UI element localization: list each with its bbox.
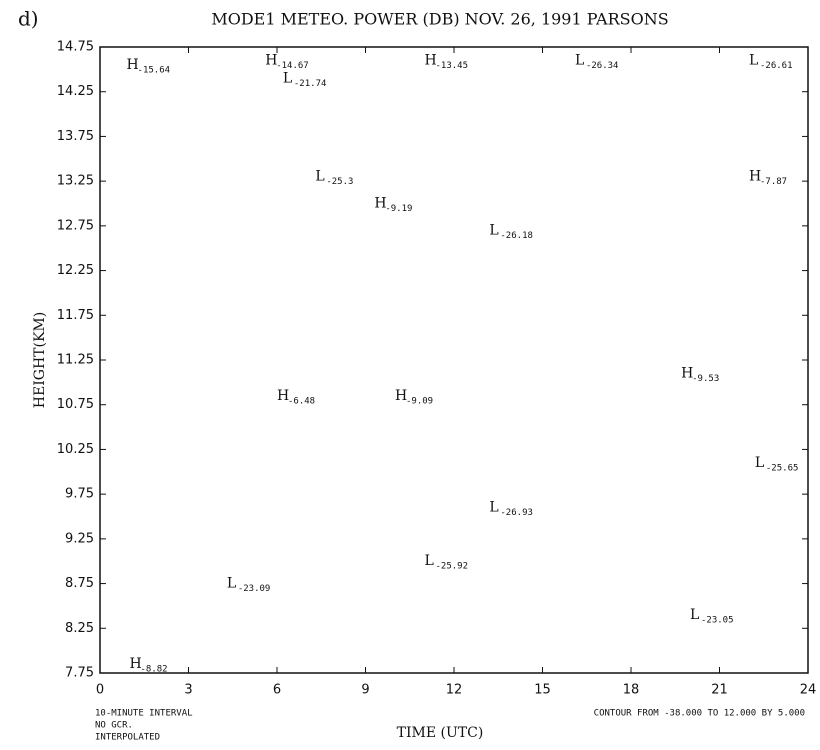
x-tick-label: 21 <box>711 683 728 698</box>
extremum-letter: L <box>749 52 758 68</box>
extremum-letter: L <box>489 222 498 238</box>
y-tick-label: 14.25 <box>57 84 94 99</box>
extremum-value: -26.34 <box>586 61 619 71</box>
extremum-letter: H <box>395 388 407 404</box>
note: 10-MINUTE INTERVAL <box>95 709 193 719</box>
extremum-value: -21.74 <box>294 79 327 89</box>
y-axis-label: HEIGHT(KM) <box>32 312 48 408</box>
extremum-letter: L <box>755 455 764 471</box>
extremum-value: -26.18 <box>500 231 533 241</box>
extremum-value: -25.65 <box>766 463 799 473</box>
contour-note: CONTOUR FROM -38.000 TO 12.000 BY 5.000 <box>594 709 805 719</box>
extremum-letter: L <box>227 576 236 592</box>
extremum-value: -15.64 <box>138 65 171 75</box>
extremum-letter: L <box>315 169 324 185</box>
extremum-value: -23.05 <box>701 615 734 625</box>
extremum-value: -25.92 <box>436 562 469 572</box>
extremum-value: -13.45 <box>436 61 469 71</box>
y-tick-label: 10.25 <box>57 442 94 457</box>
extremum-letter: H <box>277 388 289 404</box>
x-tick-label: 3 <box>184 683 192 698</box>
extremum-letter: L <box>690 607 699 623</box>
extremum-letter: L <box>283 70 292 86</box>
note: NO GCR. <box>95 721 133 731</box>
extremum-letter: H <box>681 365 693 381</box>
y-tick-label: 9.25 <box>65 531 94 546</box>
y-tick-label: 13.25 <box>57 174 94 189</box>
y-tick-label: 8.25 <box>65 621 94 636</box>
extremum-letter: H <box>749 169 761 185</box>
extremum-value: -7.87 <box>760 177 787 187</box>
note: INTERPOLATED <box>95 733 160 743</box>
extremum-letter: L <box>575 52 584 68</box>
y-tick-label: 8.75 <box>65 576 94 591</box>
y-tick-label: 10.75 <box>57 397 94 412</box>
extremum-value: -26.61 <box>760 61 793 71</box>
y-tick-label: 12.75 <box>57 218 94 233</box>
x-tick-label: 18 <box>623 683 640 698</box>
extremum-letter: H <box>374 196 386 212</box>
panel-label: d) <box>18 7 39 31</box>
extremum-letter: H <box>130 656 142 672</box>
plot-frame <box>99 46 809 674</box>
x-tick-label: 15 <box>534 683 551 698</box>
y-tick-label: 11.75 <box>57 308 94 323</box>
extremum-value: -26.93 <box>500 508 533 518</box>
extremum-letter: H <box>425 52 437 68</box>
y-tick-label: 7.75 <box>65 666 94 681</box>
extremum-letter: H <box>127 57 139 73</box>
extremum-value: -9.09 <box>406 396 433 406</box>
x-tick-label: 6 <box>273 683 281 698</box>
extremum-letter: L <box>425 553 434 569</box>
extremum-value: -25.3 <box>326 177 353 187</box>
extremum-value: -8.82 <box>141 665 168 675</box>
extremum-value: -9.19 <box>385 204 412 214</box>
extremum-value: -14.67 <box>276 61 309 71</box>
extremum-value: -23.09 <box>238 584 271 594</box>
x-tick-label: 12 <box>446 683 463 698</box>
chart-title: MODE1 METEO. POWER (DB) NOV. 26, 1991 PA… <box>211 10 668 29</box>
y-tick-label: 12.25 <box>57 263 94 278</box>
extremum-value: -6.48 <box>288 396 315 406</box>
y-tick-label: 11.25 <box>57 353 94 368</box>
extremum-letter: H <box>265 52 277 68</box>
y-tick-label: 9.75 <box>65 487 94 502</box>
y-tick-label: 14.75 <box>57 40 94 55</box>
x-tick-label: 9 <box>361 683 369 698</box>
x-tick-label: 0 <box>96 683 104 698</box>
x-axis-label: TIME (UTC) <box>397 725 484 741</box>
x-tick-label: 24 <box>800 683 817 698</box>
extremum-value: -9.53 <box>692 374 719 384</box>
extremum-letter: L <box>489 500 498 516</box>
y-tick-label: 13.75 <box>57 129 94 144</box>
